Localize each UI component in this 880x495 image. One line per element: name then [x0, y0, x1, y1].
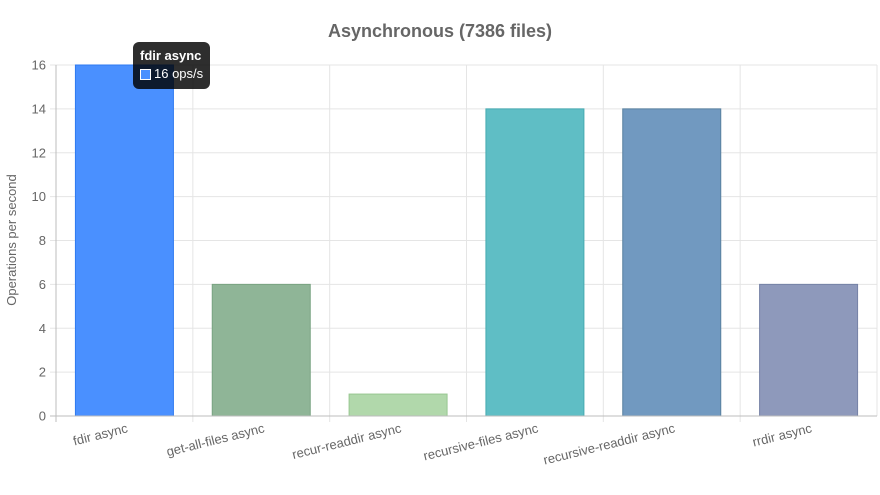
tooltip-color-swatch [140, 68, 151, 80]
x-tick-label: recursive-readdir async [542, 420, 677, 467]
y-tick-label: 8 [39, 233, 46, 248]
bar-recursive-readdir-async[interactable] [622, 108, 722, 417]
y-axis-label: Operations per second [4, 174, 19, 306]
x-tick-label: recursive-files async [422, 420, 540, 463]
x-tick-label: fdir async [72, 420, 130, 448]
bar-get-all-files-async[interactable] [211, 283, 311, 417]
bar-fdir-async[interactable] [74, 64, 174, 417]
y-tick-label: 16 [32, 58, 46, 73]
y-tick-label: 2 [39, 365, 46, 380]
x-tick-label: rrdir async [751, 420, 814, 449]
y-tick-label: 12 [32, 145, 46, 160]
y-tick-label: 0 [39, 409, 46, 424]
x-tick-label: recur-readdir async [291, 420, 404, 462]
y-tick-label: 6 [39, 277, 46, 292]
tooltip-row: 16 ops/s [140, 65, 203, 83]
tooltip-value: 16 ops/s [154, 66, 204, 81]
y-tick-label: 4 [39, 321, 46, 336]
y-tick-label: 10 [32, 189, 46, 204]
bar-recursive-files-async[interactable] [485, 108, 585, 417]
axes [50, 65, 877, 422]
chart-title: Asynchronous (7386 files) [328, 21, 552, 41]
bar-rrdir-async[interactable] [759, 283, 859, 417]
bars [74, 64, 859, 417]
x-tick-labels: fdir async get-all-files async recur-readd… [72, 420, 814, 467]
y-tick-labels: 0 2 4 6 8 10 12 14 16 [32, 58, 46, 424]
y-tick-label: 14 [32, 101, 46, 116]
bar-recur-readdir-async[interactable] [348, 393, 448, 417]
x-tick-label: get-all-files async [165, 420, 267, 459]
grid-lines [50, 64, 878, 422]
bar-tooltip: fdir async 16 ops/s [133, 42, 211, 89]
tooltip-title: fdir async [140, 48, 202, 63]
